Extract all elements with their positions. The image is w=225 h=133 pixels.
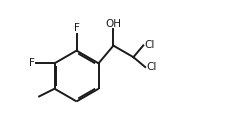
Text: F: F — [29, 58, 35, 68]
Text: F: F — [73, 23, 79, 33]
Text: OH: OH — [105, 19, 121, 29]
Text: Cl: Cl — [145, 63, 156, 72]
Text: Cl: Cl — [144, 40, 154, 50]
